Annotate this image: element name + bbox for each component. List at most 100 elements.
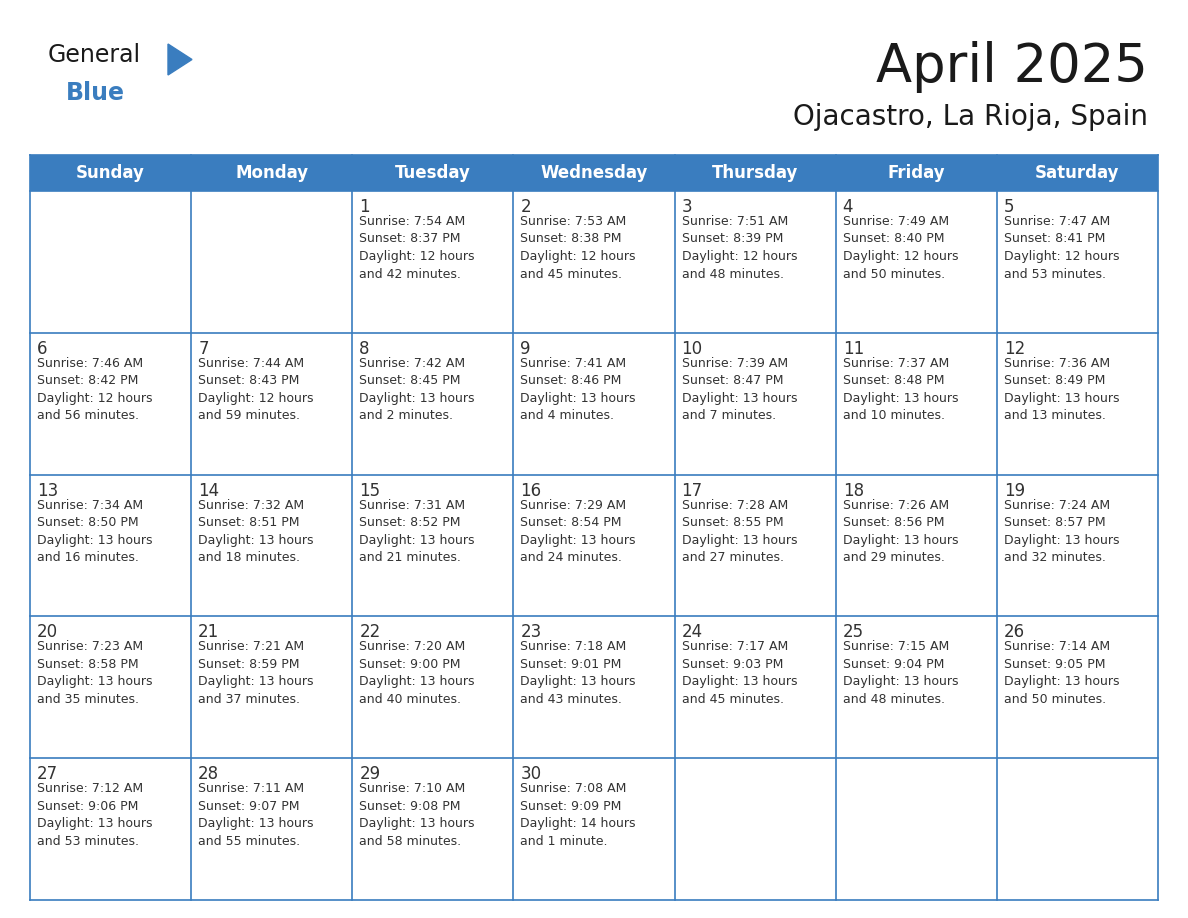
Text: Ojacastro, La Rioja, Spain: Ojacastro, La Rioja, Spain bbox=[794, 103, 1148, 131]
Bar bbox=[191, 616, 353, 758]
Bar bbox=[30, 333, 191, 475]
Bar bbox=[353, 475, 513, 616]
Bar bbox=[835, 191, 997, 333]
Text: Sunrise: 7:23 AM
Sunset: 8:58 PM
Daylight: 13 hours
and 35 minutes.: Sunrise: 7:23 AM Sunset: 8:58 PM Dayligh… bbox=[37, 641, 152, 706]
Polygon shape bbox=[168, 44, 192, 75]
Text: Sunrise: 7:31 AM
Sunset: 8:52 PM
Daylight: 13 hours
and 21 minutes.: Sunrise: 7:31 AM Sunset: 8:52 PM Dayligh… bbox=[359, 498, 475, 564]
Text: 25: 25 bbox=[842, 623, 864, 642]
Text: Sunrise: 7:10 AM
Sunset: 9:08 PM
Daylight: 13 hours
and 58 minutes.: Sunrise: 7:10 AM Sunset: 9:08 PM Dayligh… bbox=[359, 782, 475, 847]
Bar bbox=[353, 758, 513, 900]
Text: Saturday: Saturday bbox=[1035, 164, 1119, 182]
Bar bbox=[30, 758, 191, 900]
Bar bbox=[997, 758, 1158, 900]
Text: Sunrise: 7:53 AM
Sunset: 8:38 PM
Daylight: 12 hours
and 45 minutes.: Sunrise: 7:53 AM Sunset: 8:38 PM Dayligh… bbox=[520, 215, 636, 281]
Text: Sunrise: 7:39 AM
Sunset: 8:47 PM
Daylight: 13 hours
and 7 minutes.: Sunrise: 7:39 AM Sunset: 8:47 PM Dayligh… bbox=[682, 357, 797, 422]
Text: 24: 24 bbox=[682, 623, 702, 642]
Text: 13: 13 bbox=[37, 482, 58, 499]
Text: 19: 19 bbox=[1004, 482, 1025, 499]
Bar bbox=[835, 758, 997, 900]
Bar bbox=[997, 475, 1158, 616]
Text: 26: 26 bbox=[1004, 623, 1025, 642]
Bar bbox=[513, 191, 675, 333]
Text: Sunrise: 7:49 AM
Sunset: 8:40 PM
Daylight: 12 hours
and 50 minutes.: Sunrise: 7:49 AM Sunset: 8:40 PM Dayligh… bbox=[842, 215, 959, 281]
Bar bbox=[353, 191, 513, 333]
Bar bbox=[513, 758, 675, 900]
Bar bbox=[675, 616, 835, 758]
Bar bbox=[191, 333, 353, 475]
Text: Sunrise: 7:14 AM
Sunset: 9:05 PM
Daylight: 13 hours
and 50 minutes.: Sunrise: 7:14 AM Sunset: 9:05 PM Dayligh… bbox=[1004, 641, 1119, 706]
Text: Sunrise: 7:51 AM
Sunset: 8:39 PM
Daylight: 12 hours
and 48 minutes.: Sunrise: 7:51 AM Sunset: 8:39 PM Dayligh… bbox=[682, 215, 797, 281]
Text: 5: 5 bbox=[1004, 198, 1015, 216]
Bar bbox=[513, 475, 675, 616]
Text: Sunrise: 7:32 AM
Sunset: 8:51 PM
Daylight: 13 hours
and 18 minutes.: Sunrise: 7:32 AM Sunset: 8:51 PM Dayligh… bbox=[198, 498, 314, 564]
Text: 22: 22 bbox=[359, 623, 380, 642]
Text: 27: 27 bbox=[37, 766, 58, 783]
Text: 28: 28 bbox=[198, 766, 220, 783]
Text: Sunrise: 7:47 AM
Sunset: 8:41 PM
Daylight: 12 hours
and 53 minutes.: Sunrise: 7:47 AM Sunset: 8:41 PM Dayligh… bbox=[1004, 215, 1119, 281]
Text: 20: 20 bbox=[37, 623, 58, 642]
Text: Sunrise: 7:18 AM
Sunset: 9:01 PM
Daylight: 13 hours
and 43 minutes.: Sunrise: 7:18 AM Sunset: 9:01 PM Dayligh… bbox=[520, 641, 636, 706]
Text: Sunrise: 7:36 AM
Sunset: 8:49 PM
Daylight: 13 hours
and 13 minutes.: Sunrise: 7:36 AM Sunset: 8:49 PM Dayligh… bbox=[1004, 357, 1119, 422]
Bar bbox=[997, 191, 1158, 333]
Bar bbox=[675, 191, 835, 333]
Text: Wednesday: Wednesday bbox=[541, 164, 647, 182]
Text: 10: 10 bbox=[682, 340, 702, 358]
Text: Sunrise: 7:46 AM
Sunset: 8:42 PM
Daylight: 12 hours
and 56 minutes.: Sunrise: 7:46 AM Sunset: 8:42 PM Dayligh… bbox=[37, 357, 152, 422]
Text: 8: 8 bbox=[359, 340, 369, 358]
Text: 6: 6 bbox=[37, 340, 48, 358]
Bar bbox=[353, 333, 513, 475]
Text: Sunrise: 7:37 AM
Sunset: 8:48 PM
Daylight: 13 hours
and 10 minutes.: Sunrise: 7:37 AM Sunset: 8:48 PM Dayligh… bbox=[842, 357, 959, 422]
Text: 23: 23 bbox=[520, 623, 542, 642]
Text: 14: 14 bbox=[198, 482, 220, 499]
Bar bbox=[191, 475, 353, 616]
Bar bbox=[835, 616, 997, 758]
Text: Sunrise: 7:12 AM
Sunset: 9:06 PM
Daylight: 13 hours
and 53 minutes.: Sunrise: 7:12 AM Sunset: 9:06 PM Dayligh… bbox=[37, 782, 152, 847]
Text: Sunrise: 7:26 AM
Sunset: 8:56 PM
Daylight: 13 hours
and 29 minutes.: Sunrise: 7:26 AM Sunset: 8:56 PM Dayligh… bbox=[842, 498, 959, 564]
Text: April 2025: April 2025 bbox=[876, 41, 1148, 93]
Text: General: General bbox=[48, 43, 141, 67]
Text: 9: 9 bbox=[520, 340, 531, 358]
Text: Tuesday: Tuesday bbox=[394, 164, 470, 182]
Text: Sunrise: 7:24 AM
Sunset: 8:57 PM
Daylight: 13 hours
and 32 minutes.: Sunrise: 7:24 AM Sunset: 8:57 PM Dayligh… bbox=[1004, 498, 1119, 564]
Text: 1: 1 bbox=[359, 198, 369, 216]
Text: 17: 17 bbox=[682, 482, 702, 499]
Bar bbox=[30, 475, 191, 616]
Text: Sunday: Sunday bbox=[76, 164, 145, 182]
Bar bbox=[30, 191, 191, 333]
Bar bbox=[513, 333, 675, 475]
Text: 21: 21 bbox=[198, 623, 220, 642]
Bar bbox=[675, 475, 835, 616]
Text: 15: 15 bbox=[359, 482, 380, 499]
Text: Sunrise: 7:21 AM
Sunset: 8:59 PM
Daylight: 13 hours
and 37 minutes.: Sunrise: 7:21 AM Sunset: 8:59 PM Dayligh… bbox=[198, 641, 314, 706]
Text: 4: 4 bbox=[842, 198, 853, 216]
Bar bbox=[675, 333, 835, 475]
Text: 30: 30 bbox=[520, 766, 542, 783]
Text: Sunrise: 7:15 AM
Sunset: 9:04 PM
Daylight: 13 hours
and 48 minutes.: Sunrise: 7:15 AM Sunset: 9:04 PM Dayligh… bbox=[842, 641, 959, 706]
Text: Sunrise: 7:17 AM
Sunset: 9:03 PM
Daylight: 13 hours
and 45 minutes.: Sunrise: 7:17 AM Sunset: 9:03 PM Dayligh… bbox=[682, 641, 797, 706]
Bar bbox=[30, 155, 1158, 191]
Bar bbox=[997, 333, 1158, 475]
Text: Sunrise: 7:20 AM
Sunset: 9:00 PM
Daylight: 13 hours
and 40 minutes.: Sunrise: 7:20 AM Sunset: 9:00 PM Dayligh… bbox=[359, 641, 475, 706]
Text: Sunrise: 7:29 AM
Sunset: 8:54 PM
Daylight: 13 hours
and 24 minutes.: Sunrise: 7:29 AM Sunset: 8:54 PM Dayligh… bbox=[520, 498, 636, 564]
Text: Sunrise: 7:54 AM
Sunset: 8:37 PM
Daylight: 12 hours
and 42 minutes.: Sunrise: 7:54 AM Sunset: 8:37 PM Dayligh… bbox=[359, 215, 475, 281]
Text: Blue: Blue bbox=[67, 81, 125, 105]
Bar bbox=[835, 475, 997, 616]
Text: Sunrise: 7:44 AM
Sunset: 8:43 PM
Daylight: 12 hours
and 59 minutes.: Sunrise: 7:44 AM Sunset: 8:43 PM Dayligh… bbox=[198, 357, 314, 422]
Bar bbox=[191, 191, 353, 333]
Text: Sunrise: 7:42 AM
Sunset: 8:45 PM
Daylight: 13 hours
and 2 minutes.: Sunrise: 7:42 AM Sunset: 8:45 PM Dayligh… bbox=[359, 357, 475, 422]
Text: 18: 18 bbox=[842, 482, 864, 499]
Bar bbox=[675, 758, 835, 900]
Text: Sunrise: 7:11 AM
Sunset: 9:07 PM
Daylight: 13 hours
and 55 minutes.: Sunrise: 7:11 AM Sunset: 9:07 PM Dayligh… bbox=[198, 782, 314, 847]
Text: Sunrise: 7:28 AM
Sunset: 8:55 PM
Daylight: 13 hours
and 27 minutes.: Sunrise: 7:28 AM Sunset: 8:55 PM Dayligh… bbox=[682, 498, 797, 564]
Text: 7: 7 bbox=[198, 340, 209, 358]
Text: Friday: Friday bbox=[887, 164, 946, 182]
Bar bbox=[997, 616, 1158, 758]
Bar bbox=[191, 758, 353, 900]
Text: 29: 29 bbox=[359, 766, 380, 783]
Text: 2: 2 bbox=[520, 198, 531, 216]
Text: 16: 16 bbox=[520, 482, 542, 499]
Text: Monday: Monday bbox=[235, 164, 308, 182]
Text: Sunrise: 7:08 AM
Sunset: 9:09 PM
Daylight: 14 hours
and 1 minute.: Sunrise: 7:08 AM Sunset: 9:09 PM Dayligh… bbox=[520, 782, 636, 847]
Text: 12: 12 bbox=[1004, 340, 1025, 358]
Text: 3: 3 bbox=[682, 198, 693, 216]
